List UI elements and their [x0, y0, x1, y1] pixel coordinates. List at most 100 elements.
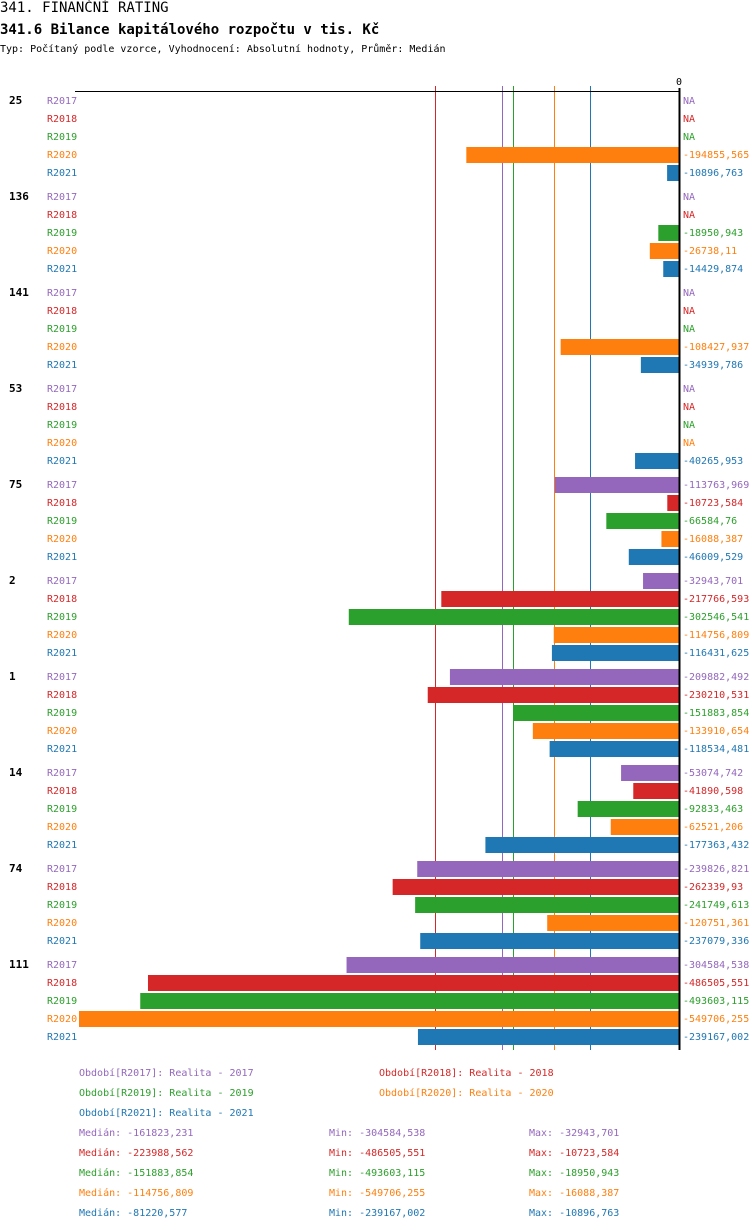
stat-min-r2020: Min: -549706,255	[329, 1188, 426, 1199]
series-label: R2019	[47, 420, 77, 431]
series-label: R2017	[47, 960, 77, 971]
series-label: R2017	[47, 768, 77, 779]
value-label: -10896,763	[683, 168, 743, 179]
series-label: R2019	[47, 708, 77, 719]
value-label: -40265,953	[683, 456, 743, 467]
value-label: -92833,463	[683, 804, 743, 815]
value-label: -120751,361	[683, 918, 749, 929]
value-label: -209882,492	[683, 672, 749, 683]
series-label: R2019	[47, 228, 77, 239]
bar-r2018	[147, 975, 680, 991]
stat-median-r2020: Medián: -114756,809	[79, 1188, 194, 1199]
bar-r2021	[663, 261, 679, 277]
series-label: R2021	[47, 360, 77, 371]
bar-r2020	[532, 723, 679, 739]
value-label: -114756,809	[683, 630, 749, 641]
series-label: R2020	[47, 726, 77, 737]
bar-r2021	[667, 165, 679, 181]
bar-r2020	[649, 243, 679, 259]
value-label: -113763,969	[683, 480, 749, 491]
bar-r2020	[553, 627, 679, 643]
series-label: R2021	[47, 648, 77, 659]
bar-r2021	[420, 933, 679, 949]
series-label: R2018	[47, 210, 77, 221]
bar-r2021	[485, 837, 679, 853]
series-label: R2018	[47, 978, 77, 989]
value-label: -239826,821	[683, 864, 749, 875]
bar-r2017	[643, 573, 679, 589]
value-label: -14429,874	[683, 264, 743, 275]
series-label: R2020	[47, 534, 77, 545]
value-label: -18950,943	[683, 228, 743, 239]
bar-r2021	[549, 741, 679, 757]
series-label: R2019	[47, 132, 77, 143]
series-label: R2018	[47, 498, 77, 509]
zero-tick-label: 0	[676, 77, 682, 88]
stat-max-r2020: Max: -16088,387	[529, 1188, 620, 1199]
bar-r2020	[661, 531, 679, 547]
bar-r2020	[79, 1011, 679, 1027]
value-label: -66584,76	[683, 516, 737, 527]
series-label: R2021	[47, 168, 77, 179]
bar-r2018	[427, 687, 679, 703]
series-label: R2021	[47, 1032, 77, 1043]
series-label: R2018	[47, 306, 77, 317]
series-label: R2020	[47, 1014, 77, 1025]
bar-r2021	[640, 357, 679, 373]
value-label: -151883,854	[683, 708, 749, 719]
group-label: 25	[9, 94, 22, 107]
value-label: -118534,481	[683, 744, 749, 755]
bar-r2021	[551, 645, 679, 661]
value-label: -10723,584	[683, 498, 743, 509]
series-label: R2017	[47, 192, 77, 203]
value-label: NA	[683, 324, 695, 335]
series-label: R2018	[47, 882, 77, 893]
series-label: R2021	[47, 744, 77, 755]
legend-period-r2021: Období[R2021]: Realita - 2021	[79, 1108, 254, 1119]
value-label: -177363,432	[683, 840, 749, 851]
value-label: -62521,206	[683, 822, 743, 833]
value-label: -116431,625	[683, 648, 749, 659]
value-label: -304584,538	[683, 960, 749, 971]
series-label: R2017	[47, 864, 77, 875]
series-label: R2021	[47, 264, 77, 275]
stat-median-r2018: Medián: -223988,562	[79, 1148, 194, 1159]
value-label: -262339,93	[683, 882, 743, 893]
bar-r2018	[633, 783, 679, 799]
bar-r2019	[658, 225, 679, 241]
series-label: R2021	[47, 456, 77, 467]
value-label: -230210,531	[683, 690, 749, 701]
chart-title: 341.6 Bilance kapitálového rozpočtu v ti…	[0, 22, 380, 38]
series-label: R2020	[47, 246, 77, 257]
series-label: R2017	[47, 576, 77, 587]
bar-r2019	[513, 705, 679, 721]
bar-r2017	[449, 669, 679, 685]
value-label: -26738,11	[683, 246, 737, 257]
bar-r2020	[610, 819, 679, 835]
series-label: R2020	[47, 822, 77, 833]
value-label: NA	[683, 114, 695, 125]
stat-median-r2017: Medián: -161823,231	[79, 1128, 194, 1139]
value-label: NA	[683, 96, 695, 107]
bar-r2020	[466, 147, 679, 163]
series-label: R2017	[47, 384, 77, 395]
series-label: R2021	[47, 552, 77, 563]
group-label: 53	[9, 382, 22, 395]
value-label: -32943,701	[683, 576, 743, 587]
value-label: NA	[683, 306, 695, 317]
value-label: -239167,002	[683, 1032, 749, 1043]
value-label: NA	[683, 420, 695, 431]
bar-r2017	[417, 861, 679, 877]
value-label: -217766,593	[683, 594, 749, 605]
value-label: -133910,654	[683, 726, 749, 737]
series-label: R2018	[47, 690, 77, 701]
series-label: R2018	[47, 402, 77, 413]
series-label: R2020	[47, 630, 77, 641]
stat-min-r2017: Min: -304584,538	[329, 1128, 426, 1139]
bar-r2019	[140, 993, 679, 1009]
series-label: R2020	[47, 918, 77, 929]
series-label: R2018	[47, 786, 77, 797]
series-label: R2019	[47, 900, 77, 911]
series-label: R2019	[47, 324, 77, 335]
